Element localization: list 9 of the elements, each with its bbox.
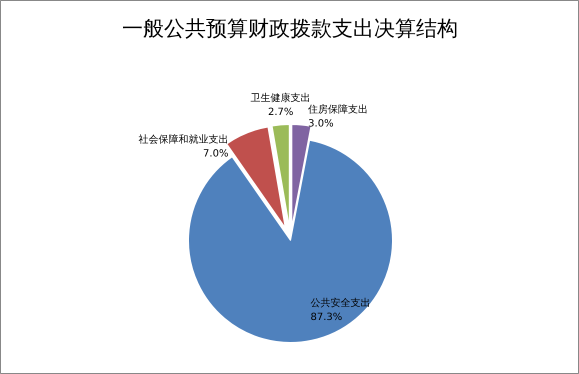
data-label: 87.3% [310,312,342,323]
data-label: 2.7% [268,107,294,118]
chart-title: 一般公共预算财政拨款支出决算结构 [122,16,458,40]
data-label: 7.0% [203,148,228,160]
slice-label: 住房保障支出 [308,104,368,116]
slice-label: 社会保障和就业支出 [138,134,228,146]
data-label: 3.0% [308,118,334,130]
slice-label: 卫生健康支出 [250,92,311,104]
slice-label: 公共安全支出 [310,297,370,309]
